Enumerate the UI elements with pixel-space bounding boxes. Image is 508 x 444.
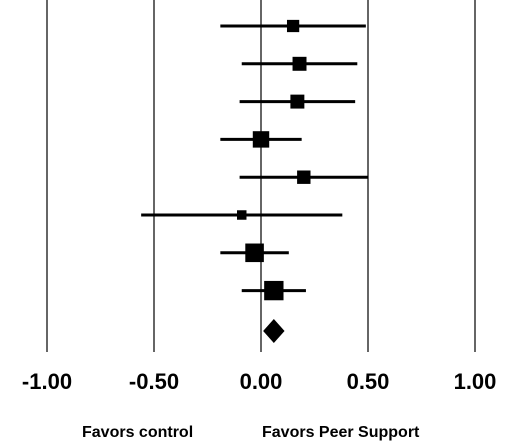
tick-label: -1.00 <box>22 369 72 394</box>
tick-label: 0.00 <box>240 369 283 394</box>
favors-control-label: Favors control <box>82 424 193 441</box>
study-marker <box>292 56 307 71</box>
study-marker <box>286 19 300 33</box>
pooled-estimate <box>263 319 285 343</box>
tick-label: -0.50 <box>129 369 179 394</box>
study-marker <box>245 243 264 263</box>
pooled-diamond <box>263 319 285 343</box>
study-marker <box>264 280 284 301</box>
tick-label: 1.00 <box>454 369 497 394</box>
favors-peer-support-label: Favors Peer Support <box>262 424 420 441</box>
study-marker <box>236 210 247 220</box>
tick-label: 0.50 <box>347 369 390 394</box>
study-rows <box>141 19 368 301</box>
study-marker <box>252 131 270 148</box>
x-axis-ticks: -1.00 -0.50 0.00 0.50 1.00 <box>22 369 496 394</box>
study-marker <box>297 170 311 184</box>
study-marker <box>290 94 305 109</box>
